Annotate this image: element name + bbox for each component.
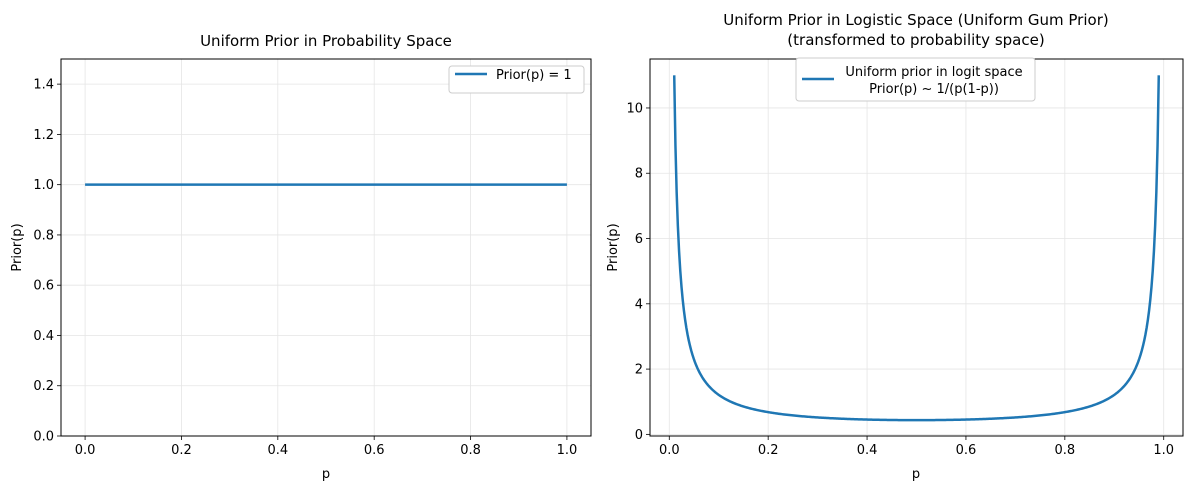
chart-right-legend-box: [795, 57, 1036, 102]
right-xtick-label: 0.4: [857, 443, 878, 458]
right-ytick-label: 4: [635, 297, 643, 312]
right-xtick-label: 0.6: [956, 443, 977, 458]
right-xtick-label: 0.2: [758, 443, 779, 458]
chart-right-legend: Uniform prior in logit space Prior(p) ~ …: [795, 57, 1036, 102]
left-ytick-label: 0.2: [33, 379, 54, 394]
left-ytick-label: 0.8: [33, 228, 54, 243]
chart-right-xlabel: p: [912, 467, 920, 482]
chart-right-legend-label-line2: Prior(p) ~ 1/(p(1-p)): [869, 82, 999, 97]
left-ytick-label: 0.4: [33, 329, 54, 344]
left-ytick-label: 0.0: [33, 430, 54, 445]
left-ytick-label: 1.4: [33, 78, 54, 93]
chart-left-frame: [60, 58, 592, 437]
chart-right: Uniform Prior in Logistic Space (Uniform…: [606, 11, 1184, 482]
left-xtick-label: 0.0: [75, 443, 96, 458]
chart-left-xticks: 0.0 0.2 0.4 0.6 0.8 1.0: [75, 436, 578, 458]
chart-left-grid: [61, 59, 591, 437]
chart-right-subtitle: (transformed to probability space): [787, 31, 1044, 49]
left-xtick-label: 0.4: [267, 443, 288, 458]
chart-left-legend-label: Prior(p) = 1: [496, 68, 572, 83]
chart-right-grid: [650, 59, 1183, 436]
left-ytick-label: 1.2: [33, 128, 54, 143]
right-series-line: [672, 75, 1161, 422]
chart-left: Uniform Prior in Probability Space 0.0 0.…: [10, 32, 592, 482]
chart-right-title: Uniform Prior in Logistic Space (Uniform…: [723, 11, 1108, 29]
chart-right-ylabel: Prior(p): [606, 223, 621, 271]
right-xtick-label: 0.0: [659, 443, 680, 458]
chart-left-legend: Prior(p) = 1: [448, 65, 585, 94]
chart-left-title: Uniform Prior in Probability Space: [200, 32, 452, 50]
left-ytick-label: 0.6: [33, 279, 54, 294]
left-ytick-label: 1.0: [33, 178, 54, 193]
right-ytick-label: 2: [635, 363, 643, 378]
right-ytick-label: 10: [626, 101, 643, 116]
chart-left-yticks: 0.0 0.2 0.4 0.6 0.8 1.0 1.2 1.4: [33, 78, 61, 445]
right-ytick-label: 6: [635, 232, 643, 247]
chart-left-xlabel: p: [322, 467, 330, 482]
left-xtick-label: 0.6: [364, 443, 385, 458]
chart-right-yticks: 0 2 4 6 8 10: [626, 101, 650, 443]
left-xtick-label: 1.0: [557, 443, 578, 458]
right-xtick-label: 0.8: [1054, 443, 1075, 458]
chart-right-legend-label-line1: Uniform prior in logit space: [845, 65, 1022, 80]
right-ytick-label: 0: [635, 428, 643, 443]
right-ytick-label: 8: [635, 167, 643, 182]
chart-left-ylabel: Prior(p): [10, 223, 25, 271]
left-xtick-label: 0.2: [171, 443, 192, 458]
chart-right-series: [672, 75, 1161, 422]
chart-right-xticks: 0.0 0.2 0.4 0.6 0.8 1.0: [659, 436, 1174, 458]
right-xtick-label: 1.0: [1153, 443, 1174, 458]
chart-right-frame: [649, 58, 1184, 437]
left-xtick-label: 0.8: [460, 443, 481, 458]
